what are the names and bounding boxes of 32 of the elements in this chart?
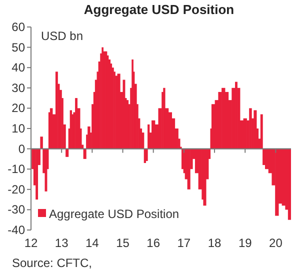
bar [36, 148, 38, 200]
y-tick-label: -10 [8, 162, 26, 176]
y-tick-label: -20 [8, 182, 26, 196]
y-axis-title: USD bn [41, 29, 84, 43]
source-note: Source: CFTC, [12, 256, 92, 270]
x-tick-label: 14 [85, 236, 100, 250]
x-tick-label: 20 [269, 236, 283, 250]
bar [265, 148, 269, 170]
y-tick-label: 30 [12, 80, 26, 95]
chart-title: Aggregate USD Position [84, 2, 234, 17]
bar [224, 92, 229, 149]
y-tick-label: -40 [8, 223, 26, 237]
bar [275, 148, 279, 216]
bar [211, 104, 216, 149]
y-tick-label: 60 [12, 20, 26, 34]
bar [50, 108, 53, 149]
y-tick-label: 20 [12, 101, 26, 116]
bar [288, 148, 291, 220]
x-tick-label: 13 [54, 236, 69, 250]
y-tick-label: 10 [12, 122, 26, 136]
x-tick-label: 16 [146, 236, 160, 250]
y-tick-label: 50 [12, 40, 26, 54]
legend-label: Aggregate USD Position [49, 207, 180, 221]
x-tick-label: 12 [24, 236, 38, 250]
x-tick-label: 15 [116, 236, 130, 250]
x-tick-label: 19 [238, 236, 252, 250]
y-tick-label: -30 [8, 202, 26, 217]
y-tick-label: 0 [18, 142, 26, 156]
y-tick-label: 40 [12, 60, 26, 75]
x-tick-label: 18 [208, 236, 222, 250]
x-tick-label: 17 [177, 236, 191, 250]
bar [152, 120, 156, 149]
